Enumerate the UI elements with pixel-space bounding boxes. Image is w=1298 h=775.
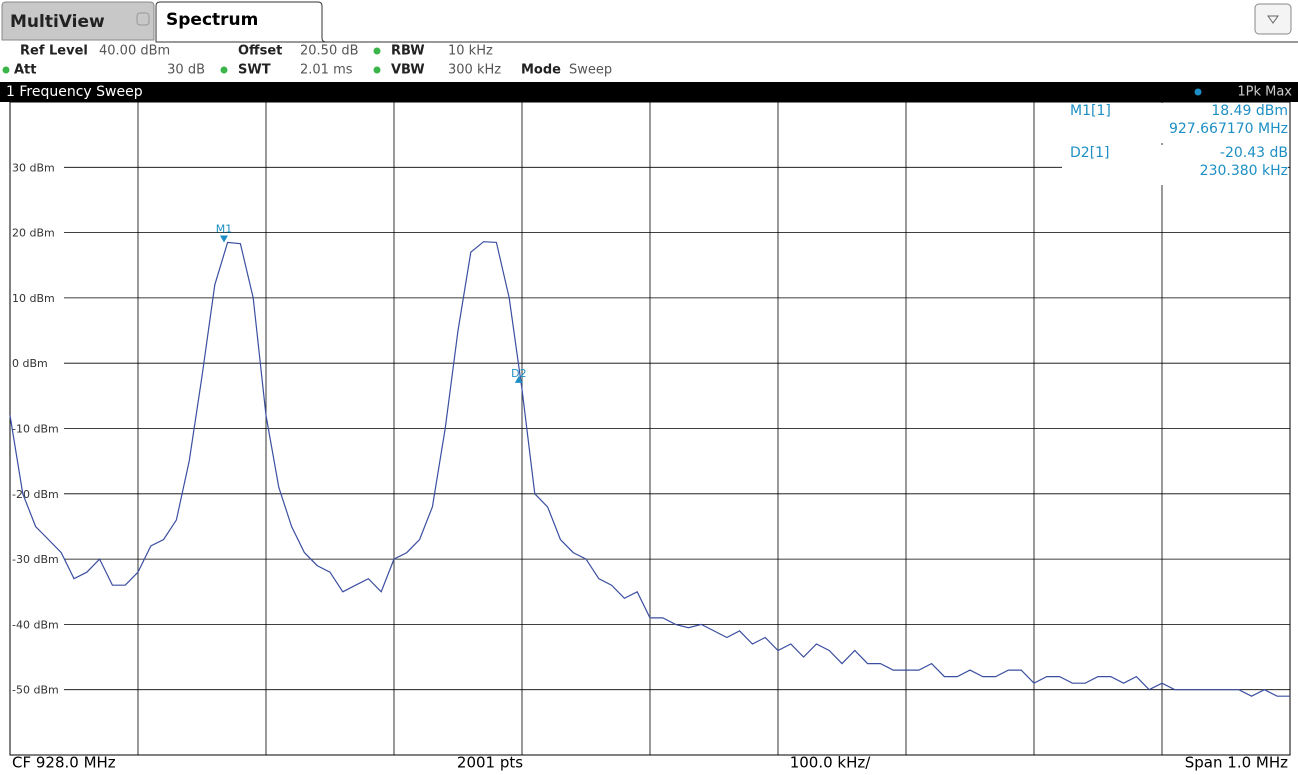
footer-label: Span 1.0 MHz <box>1185 754 1288 772</box>
setting-label: VBW <box>391 63 425 78</box>
tab-label[interactable]: MultiView <box>10 12 105 32</box>
setting-value: 2.01 ms <box>300 63 353 78</box>
y-tick-label: 0 dBm <box>12 357 48 370</box>
trace-indicator <box>1194 88 1202 96</box>
setting-value: 20.50 dB <box>300 44 359 59</box>
setting-value: 30 dB <box>167 63 205 78</box>
setting-indicator <box>373 66 381 74</box>
setting-value: Sweep <box>569 63 612 78</box>
dropdown-arrow <box>1267 15 1279 24</box>
y-tick-label: 10 dBm <box>12 292 55 305</box>
y-tick-label: 20 dBm <box>12 227 55 240</box>
multiview-tab[interactable] <box>1 1 155 41</box>
trace-name: 1Pk Max <box>1237 85 1292 100</box>
spectrum-tab[interactable] <box>155 1 327 43</box>
y-tick-label: -50 dBm <box>12 684 59 697</box>
footer-label: 2001 pts <box>457 754 523 772</box>
setting-label: Mode <box>521 63 561 78</box>
marker-table-position: 230.380 kHz <box>1200 163 1288 179</box>
setting-label: Offset <box>238 44 282 59</box>
setting-value: 10 kHz <box>448 44 493 59</box>
setting-indicator <box>220 66 228 74</box>
marker <box>219 235 228 243</box>
trace <box>9 241 1290 697</box>
window-title-bar <box>0 82 1298 102</box>
marker-table-bg <box>1062 145 1288 185</box>
setting-label: Att <box>14 63 37 78</box>
y-tick-label: -40 dBm <box>12 618 59 631</box>
marker-table-level: -20.43 dB <box>1220 145 1288 161</box>
y-tick-label: -10 dBm <box>12 423 59 436</box>
marker-table-bg <box>1062 103 1288 143</box>
marker-table-name: D2[1] <box>1070 145 1110 161</box>
window-title: 1 Frequency Sweep <box>6 84 143 100</box>
y-tick-label: -30 dBm <box>12 553 59 566</box>
y-tick-label: -20 dBm <box>12 488 59 501</box>
marker-table-name: M1[1] <box>1070 103 1111 119</box>
footer-label: 100.0 kHz/ <box>790 754 872 772</box>
setting-indicator <box>373 47 381 55</box>
dropdown-button[interactable] <box>1254 3 1292 35</box>
setting-indicator <box>2 66 10 74</box>
marker-label: M1 <box>216 222 233 235</box>
setting-label: Ref Level <box>20 44 88 59</box>
setting-value: 300 kHz <box>448 63 501 78</box>
marker <box>514 375 523 383</box>
marker-table-position: 927.667170 MHz <box>1169 121 1288 137</box>
tab-label[interactable]: Spectrum <box>166 10 258 30</box>
setting-label: SWT <box>238 63 271 78</box>
footer-label: CF 928.0 MHz <box>12 754 116 772</box>
setting-value: 40.00 dBm <box>99 44 170 59</box>
y-tick-label: 30 dBm <box>12 161 55 174</box>
marker-table-level: 18.49 dBm <box>1211 103 1288 119</box>
setting-label: RBW <box>391 44 425 59</box>
multiview-icon <box>136 12 150 26</box>
marker-label: D2 <box>511 367 526 380</box>
